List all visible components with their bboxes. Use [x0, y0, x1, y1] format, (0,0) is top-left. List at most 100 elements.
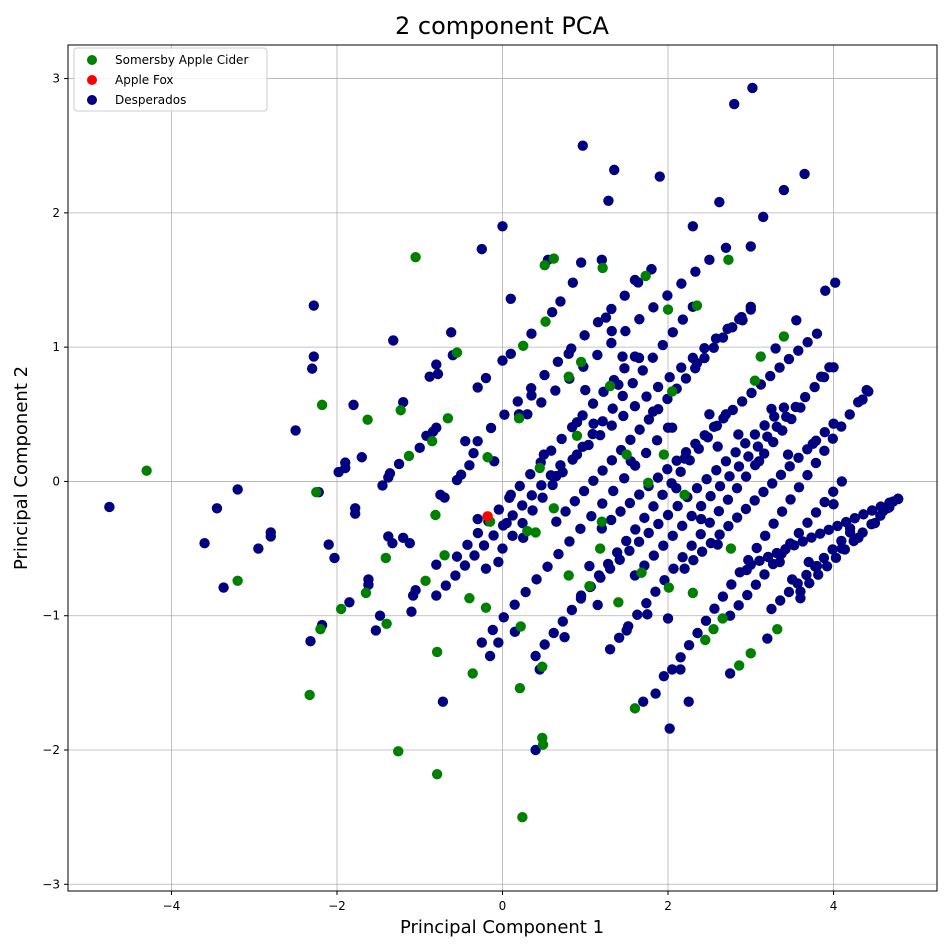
desperados-point [531, 574, 542, 585]
desperados-point [536, 480, 547, 491]
desperados-point [498, 612, 509, 623]
desperados-point [625, 434, 636, 446]
desperados-point [323, 539, 334, 550]
desperados-point [688, 554, 699, 566]
desperados-point [780, 544, 791, 555]
desperados-point [799, 391, 811, 403]
x-tick-label: 0 [499, 899, 507, 913]
desperados-point [308, 351, 320, 362]
desperados-point [677, 314, 689, 325]
desperados-point [743, 451, 754, 462]
desperados-point [758, 486, 769, 498]
desperados-point [370, 625, 382, 636]
desperados-point [740, 503, 752, 515]
desperados-point [814, 528, 826, 539]
desperados-point [104, 501, 115, 513]
desperados-point [526, 390, 537, 401]
desperados-point [683, 696, 694, 707]
desperados-point [753, 456, 765, 467]
somersby-point [467, 668, 478, 679]
somersby-point [733, 660, 745, 671]
legend-label-somersby: Somersby Apple Cider [115, 53, 248, 67]
desperados-point [795, 593, 806, 604]
desperados-point [740, 471, 752, 482]
desperados-point [620, 325, 631, 337]
desperados-point [556, 433, 567, 445]
desperados-point [820, 285, 831, 296]
desperados-point [758, 448, 770, 459]
desperados-point [752, 441, 764, 452]
desperados-point [785, 494, 796, 505]
apple-fox-point [482, 511, 493, 522]
desperados-point [618, 410, 629, 422]
desperados-point [770, 343, 781, 354]
desperados-point [387, 538, 398, 549]
somersby-point [778, 331, 790, 342]
desperados-point [640, 447, 652, 459]
somersby-point [563, 570, 574, 581]
desperados-point [253, 543, 264, 554]
desperados-point [712, 539, 723, 550]
somersby-point [700, 634, 711, 646]
desperados-point [606, 325, 617, 337]
desperados-point [823, 524, 834, 536]
desperados-point [687, 221, 699, 232]
y-tick-label: −1 [42, 609, 60, 623]
desperados-point [414, 442, 425, 454]
desperados-point [648, 550, 660, 561]
desperados-point [788, 540, 800, 551]
somersby-point [548, 503, 560, 514]
desperados-point [639, 512, 650, 524]
desperados-point [749, 429, 761, 440]
desperados-point [484, 650, 496, 662]
desperados-point [863, 386, 874, 397]
desperados-point [619, 363, 630, 374]
desperados-point [499, 409, 510, 420]
somersby-point [514, 683, 526, 694]
desperados-point [594, 430, 606, 441]
somersby-point [393, 746, 404, 757]
somersby-point [431, 646, 443, 658]
desperados-point [551, 470, 562, 482]
desperados-point [308, 300, 320, 311]
desperados-point [754, 555, 765, 567]
desperados-point [704, 517, 715, 528]
desperados-point [724, 471, 735, 482]
desperados-point [211, 503, 223, 514]
desperados-point [592, 349, 603, 361]
desperados-point [606, 303, 617, 315]
y-tick-label: −3 [42, 877, 60, 891]
desperados-point [586, 510, 597, 522]
desperados-point [745, 304, 756, 315]
legend-label-apple-fox: Apple Fox [115, 73, 174, 87]
desperados-point [662, 509, 674, 521]
somersby-point [604, 380, 616, 392]
legend-box [73, 47, 268, 112]
desperados-point [650, 688, 661, 699]
desperados-point [629, 274, 641, 286]
desperados-point [652, 381, 664, 393]
desperados-point [551, 516, 562, 527]
desperados-point [675, 466, 686, 478]
desperados-point [539, 369, 550, 381]
desperados-point [793, 452, 804, 464]
desperados-point [658, 540, 669, 551]
somersby-point [442, 413, 454, 424]
desperados-point [584, 560, 595, 572]
desperados-point [662, 393, 673, 405]
legend-marker-desperados [87, 95, 97, 105]
desperados-point [507, 530, 518, 542]
desperados-point [762, 551, 774, 563]
desperados-point [784, 461, 795, 472]
desperados-point [717, 591, 729, 602]
desperados-point [641, 391, 652, 402]
desperados-point [546, 307, 558, 318]
somersby-point [596, 516, 608, 527]
desperados-point [695, 528, 706, 540]
desperados-point [726, 579, 737, 590]
somersby-point [381, 618, 392, 629]
desperados-point [745, 241, 756, 252]
desperados-point [597, 498, 608, 509]
desperados-point [476, 243, 488, 255]
desperados-point [686, 510, 697, 522]
